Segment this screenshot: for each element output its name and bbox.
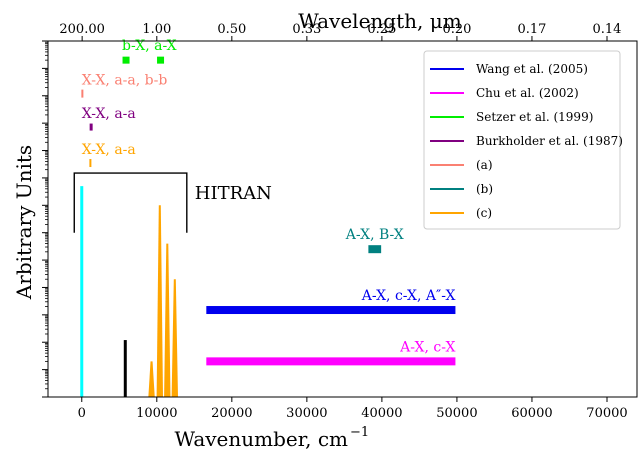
- legend-label: Wang et al. (2005): [476, 62, 588, 76]
- data-marker: [157, 56, 165, 64]
- band-label: A-X, c-X: [399, 339, 455, 355]
- top-tick-label: 200.00: [59, 22, 105, 37]
- data-marker: [122, 56, 130, 64]
- hitran-spike: [171, 279, 179, 397]
- x-axis-title-exponent: −1: [350, 425, 369, 440]
- legend-box: [423, 50, 621, 230]
- data-marker: [81, 89, 84, 98]
- hitran-bracket: [73, 172, 188, 233]
- markers-layer: b-X, a-X X-X, a-a, b-b X-X, a-a X-X, a-a: [81, 38, 177, 168]
- marker-label: b-X, a-X: [122, 38, 177, 54]
- legend-label: Burkholder et al. (1987): [476, 134, 623, 148]
- x-tick-label: 30000: [286, 406, 327, 421]
- x-tick-label: 60000: [511, 406, 552, 421]
- band-label: A-X, c-X, A″-X: [361, 288, 456, 304]
- legend-label: Setzer et al. (1999): [476, 110, 593, 124]
- hitran-label: HITRAN: [195, 183, 272, 204]
- plot-frame: [47, 40, 638, 398]
- top-tick-label: 0.14: [593, 22, 622, 37]
- bands-layer: A-X, c-X, A″-X A-X, c-X A-X, B-X: [206, 227, 456, 366]
- top-axis-title: Wavelength, μm: [298, 9, 461, 33]
- band-bar: [206, 306, 456, 315]
- marker-label: X-X, a-a: [82, 142, 136, 158]
- marker-label: X-X, a-a, b-b: [82, 73, 168, 89]
- marker-label: X-X, a-a: [82, 106, 136, 122]
- top-tick-label: 0.50: [217, 22, 246, 37]
- legend-label: (a): [476, 158, 493, 172]
- x-tick-label: 10000: [136, 406, 177, 421]
- hitran-spike: [164, 243, 171, 397]
- hitran-spike: [148, 361, 155, 397]
- legend-label: (b): [476, 182, 493, 196]
- top-tick-label: 1.00: [142, 22, 171, 37]
- axes-layer: 0 10000 20000 30000 40000 50000 60000 70000 200.…: [42, 22, 638, 421]
- x-tick-label: 50000: [436, 406, 477, 421]
- top-tick-label: 0.20: [442, 22, 471, 37]
- legend-label: (c): [476, 206, 492, 220]
- band-bar: [206, 357, 456, 366]
- x-tick-label: 40000: [361, 406, 402, 421]
- legend-label: Chu et al. (2002): [476, 86, 579, 100]
- hitran-layer: HITRAN: [73, 172, 272, 397]
- y-axis-title: Arbitrary Units: [12, 145, 36, 300]
- band-label: A-X, B-X: [345, 227, 404, 243]
- data-marker: [89, 123, 93, 131]
- hitran-spike: [156, 205, 163, 397]
- data-marker: [89, 159, 92, 168]
- top-tick-label: 0.25: [367, 22, 396, 37]
- x-tick-label: 0: [78, 406, 86, 421]
- x-axis-title: Wavenumber, cm: [175, 427, 349, 451]
- x-tick-label: 70000: [586, 406, 627, 421]
- band-bar: [368, 245, 382, 254]
- top-tick-label: 0.33: [292, 22, 321, 37]
- legend: Wang et al. (2005) Chu et al. (2002) Setze…: [423, 50, 623, 230]
- top-tick-label: 0.17: [517, 22, 546, 37]
- x-tick-label: 20000: [211, 406, 252, 421]
